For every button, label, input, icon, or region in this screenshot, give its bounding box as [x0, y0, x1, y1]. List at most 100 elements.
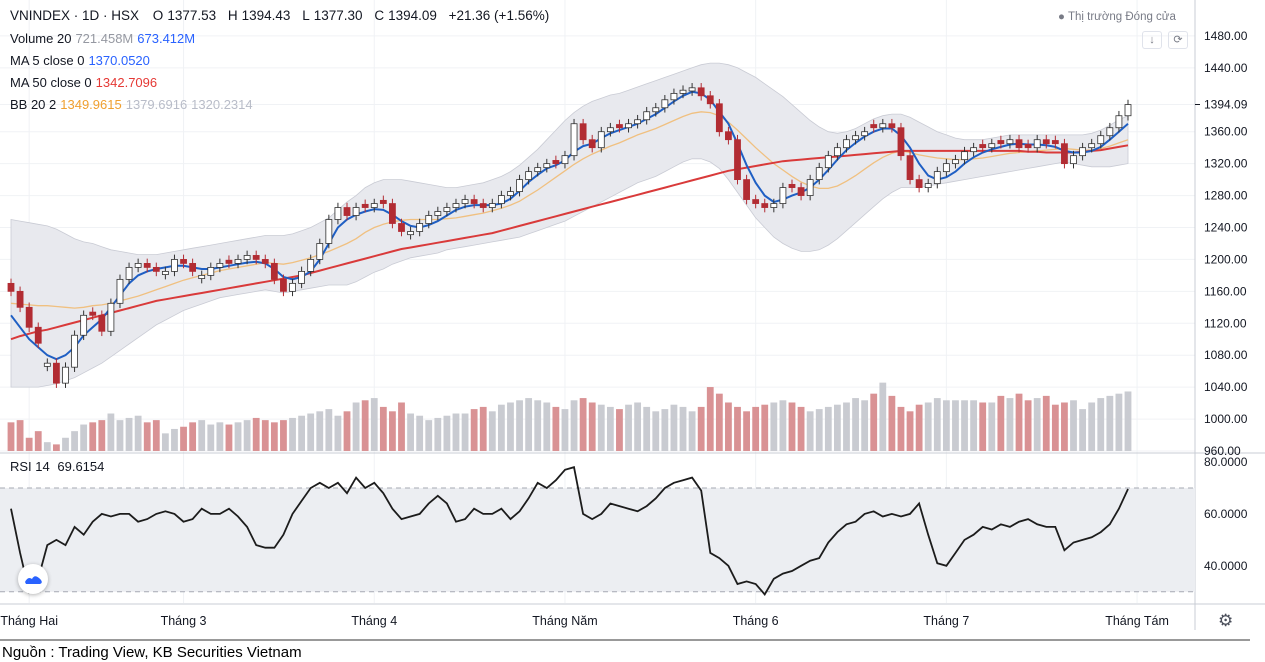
volume-bar — [588, 402, 596, 451]
rsi-line — [10, 466, 1129, 596]
refresh-icon[interactable]: ⟳ — [1168, 31, 1188, 49]
candle-body — [161, 270, 169, 275]
volume-bar — [389, 411, 396, 451]
indicator-label: BB 20 2 — [10, 97, 57, 112]
candle-body — [997, 140, 1005, 145]
candle-body — [152, 267, 160, 272]
rsi-label[interactable]: RSI 14 — [10, 459, 50, 474]
volume-bar — [543, 402, 551, 451]
symbol-label[interactable]: VNINDEX · 1D · HSX — [10, 8, 140, 23]
tradingview-logo-icon[interactable] — [18, 564, 48, 594]
volume-bar — [261, 420, 269, 451]
candle-body — [488, 203, 496, 208]
candle-body — [952, 159, 959, 165]
candle-body — [434, 211, 442, 216]
candle-body — [507, 191, 514, 196]
candle-body — [98, 314, 106, 332]
change-value: +21.36 (+1.56%) — [448, 8, 550, 23]
volume-bar — [606, 406, 614, 451]
candle-body — [652, 107, 660, 113]
source-note: Nguồn : Trading View, KB Securities Viet… — [2, 644, 302, 661]
volume-bar — [1124, 391, 1132, 451]
volume-bar — [552, 406, 560, 451]
indicator-row[interactable]: Volume 20 721.458M 673.412M — [10, 31, 199, 46]
candle-body — [752, 199, 760, 204]
low-label: L — [302, 8, 310, 23]
volume-bar — [1006, 398, 1014, 451]
volume-bar — [833, 404, 841, 451]
candle-body — [116, 278, 124, 304]
volume-bar — [307, 413, 315, 451]
price-tick-label: 1160.00 — [1204, 284, 1247, 298]
candle-body — [389, 203, 396, 224]
volume-bar — [280, 420, 287, 451]
candle-body — [270, 263, 278, 280]
volume-bar — [824, 406, 832, 451]
volume-bar — [252, 417, 260, 451]
candle-body — [497, 195, 505, 204]
volume-bar — [152, 420, 160, 451]
volume-bar — [788, 402, 796, 451]
volume-bar — [570, 400, 578, 451]
candle-body — [579, 123, 587, 141]
down-arrow-icon[interactable]: ↓ — [1142, 31, 1162, 49]
volume-bar — [988, 402, 996, 451]
candle-body — [425, 215, 433, 224]
candle-body — [843, 139, 850, 149]
candle-body — [7, 282, 15, 292]
time-tick-label: Tháng 4 — [351, 614, 397, 628]
candle-body — [134, 263, 142, 268]
volume-bar — [107, 413, 115, 451]
indicator-value: 1370.0520 — [88, 53, 150, 68]
bollinger-middle-line — [10, 111, 1129, 309]
volume-bar — [616, 409, 623, 451]
candle-body — [198, 274, 206, 279]
candle-body — [216, 263, 224, 268]
candle-body — [352, 207, 360, 216]
time-tick-label: Tháng Hai — [0, 614, 58, 628]
volume-bar — [1070, 400, 1077, 451]
volume-bar — [125, 417, 133, 451]
high-label: H — [227, 8, 238, 23]
volume-bar — [443, 415, 451, 451]
candle-body — [334, 207, 342, 220]
candle-body — [1070, 155, 1077, 165]
moving-averages — [10, 90, 1129, 361]
volume-bar — [534, 400, 542, 451]
volume-bar — [243, 420, 251, 451]
volume-bar — [906, 411, 914, 451]
volume-bar — [861, 400, 869, 451]
volume-bar — [979, 402, 987, 451]
close-value: 1394.09 — [388, 8, 437, 23]
candle-body — [906, 155, 914, 181]
price-tick-label: 1394.09 — [1204, 97, 1248, 111]
candle-body — [815, 167, 823, 181]
volume-bar — [1115, 393, 1123, 451]
candle-body — [479, 203, 487, 208]
candle-body — [770, 203, 778, 208]
indicator-row[interactable]: MA 50 close 0 1342.7096 — [10, 75, 161, 90]
volume-bar — [670, 404, 678, 451]
indicator-value: 673.412M — [137, 31, 196, 46]
candle-body — [852, 135, 859, 141]
volume-bar — [89, 422, 97, 451]
candle-body — [706, 95, 714, 105]
gear-icon[interactable]: ⚙ — [1218, 611, 1234, 630]
candle-body — [1006, 139, 1014, 145]
indicator-row[interactable]: BB 20 2 1349.9615 1379.6916 1320.2314 — [10, 97, 257, 112]
volume-bar — [1024, 400, 1032, 451]
volume-bar — [1042, 395, 1050, 451]
candle-body — [888, 123, 896, 129]
candle-body — [289, 282, 296, 292]
volume-bar — [879, 382, 887, 451]
candle-body — [534, 167, 542, 173]
indicator-row[interactable]: MA 5 close 0 1370.0520 — [10, 53, 154, 68]
volume-bar — [71, 431, 78, 451]
rsi-value: 69.6154 — [57, 459, 105, 474]
volume-bar — [1033, 398, 1041, 451]
candle-body — [243, 255, 251, 260]
candle-body — [25, 306, 33, 328]
time-tick-label: Tháng Tám — [1105, 614, 1169, 628]
candle-body — [516, 179, 523, 192]
